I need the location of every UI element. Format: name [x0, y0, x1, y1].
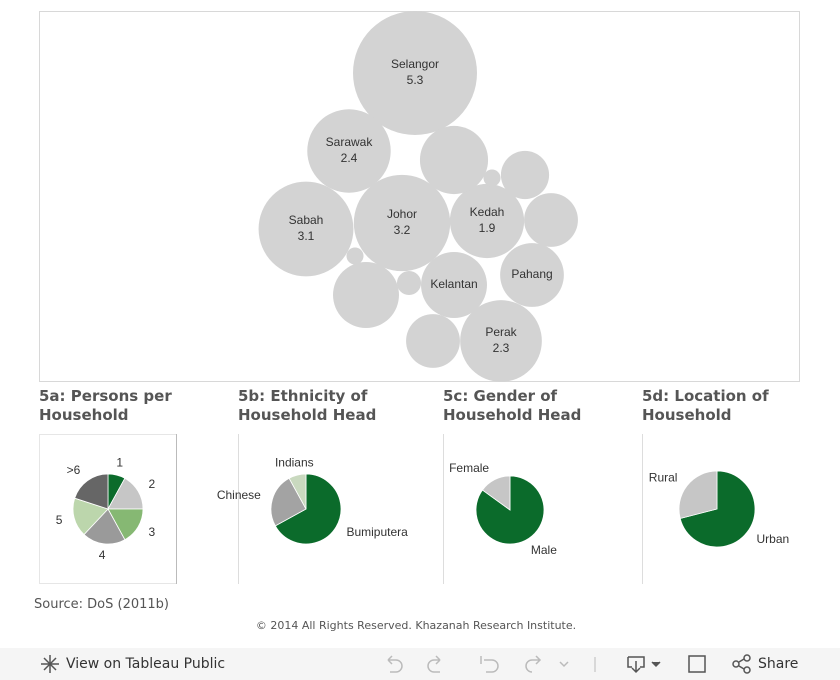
copyright: © 2014 All Rights Reserved. Khazanah Res… [255, 619, 577, 632]
pie-title: 5d: Location of Household [642, 387, 769, 424]
bubble [346, 247, 364, 265]
bubble-label: Kedah [470, 205, 505, 219]
pie-label: 3 [148, 525, 155, 539]
refresh[interactable] [525, 655, 542, 673]
pie-title: 5b: Ethnicity of Household Head [238, 387, 377, 424]
pie-label: 1 [116, 456, 123, 470]
redo[interactable] [427, 655, 441, 673]
bubble-label: Pahang [511, 267, 552, 281]
bubble [500, 150, 550, 200]
bubble [419, 125, 489, 195]
bubble-label: Selangor [391, 57, 439, 71]
tableau-icon[interactable] [41, 655, 59, 673]
pie-slice [270, 477, 307, 527]
bubble [460, 300, 542, 382]
bubble [396, 270, 422, 296]
pie-slice [678, 470, 718, 519]
bubble [307, 109, 391, 193]
source: Source: DoS (2011b) [34, 597, 169, 612]
undo[interactable] [387, 655, 403, 673]
bubble-value: 2.4 [341, 151, 358, 165]
bubble-value: 3.1 [298, 229, 315, 243]
bubble [449, 183, 525, 259]
bubble [333, 262, 399, 328]
bubble-value: 2.3 [493, 341, 510, 355]
pie-label: >6 [67, 463, 81, 477]
bubble-value: 3.2 [394, 223, 411, 237]
bubble-label: Johor [387, 207, 417, 221]
bubble-value: 5.3 [407, 73, 424, 87]
toolbar-icons [41, 654, 751, 674]
bubble [421, 252, 487, 318]
bubble [524, 193, 578, 247]
dashboard: Selangor 5.3 Sarawak 2.4 Sabah 3.1 Johor 3.2 Ked… [39, 11, 800, 584]
pie-slice [274, 473, 342, 545]
bubble [258, 181, 354, 277]
pie-title: 5c: Gender of Household Head [443, 387, 582, 424]
pie-label: Rural [649, 471, 678, 485]
pie-title: 5a: Persons per Household [39, 387, 172, 424]
share-icon[interactable] [732, 654, 751, 674]
bubble-label: Sarawak [326, 135, 374, 149]
bubble-value: 1.9 [479, 221, 496, 235]
pie-label: Male [531, 543, 557, 557]
bubble [353, 11, 477, 135]
bubble-label: Kelantan [430, 277, 477, 291]
revert[interactable] [480, 656, 499, 673]
fullscreen[interactable] [688, 655, 706, 673]
pie-slice [74, 473, 109, 510]
share[interactable]: Share [758, 656, 799, 672]
pie-label: Chinese [217, 488, 261, 502]
bubble [483, 169, 501, 187]
bubble [353, 174, 451, 272]
pie-label: 5 [56, 513, 63, 527]
pie-slice [83, 508, 126, 545]
bubble-label: Perak [485, 325, 517, 339]
pie-label: Bumiputera [346, 525, 408, 539]
bubble [406, 314, 460, 368]
pie-label: Urban [757, 532, 790, 546]
pie-slice [679, 470, 756, 548]
view-on-tableau[interactable]: View on Tableau Public [66, 656, 226, 672]
download[interactable] [627, 656, 645, 674]
pie-label: Female [449, 461, 489, 475]
pie-label: Indians [275, 456, 314, 470]
dropdown[interactable] [651, 661, 661, 668]
pie-slice [288, 473, 307, 510]
pie-slice [481, 475, 511, 511]
bubble [500, 243, 564, 307]
bubble-label: Sabah [289, 213, 324, 227]
toolbar: View on Tableau Public Share [0, 648, 840, 680]
pie-label: 4 [99, 548, 106, 562]
dropdown[interactable] [559, 661, 569, 668]
pie-label: 2 [148, 477, 155, 491]
pie-slice [72, 497, 109, 536]
